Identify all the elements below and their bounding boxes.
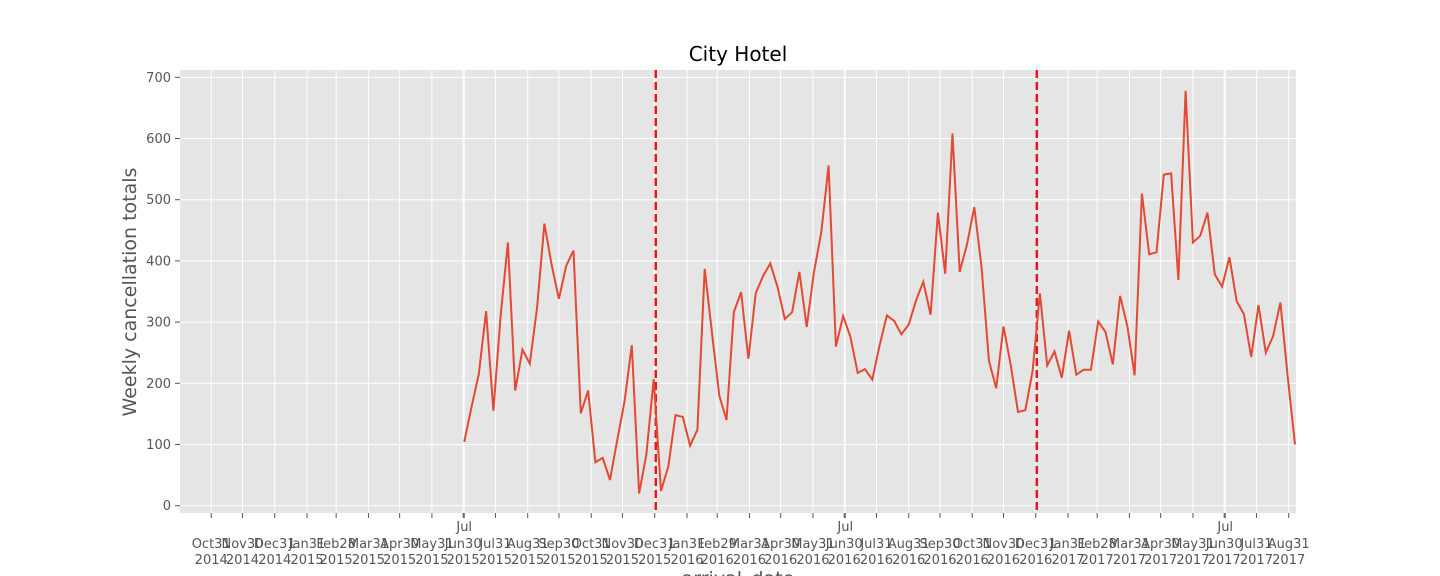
x-tick-label: Nov30 2015 (601, 537, 643, 568)
x-tick-label: May31 2016 (791, 537, 834, 568)
x-tick-label: Aug31 2017 (1268, 537, 1310, 568)
x-tick-label: Jun30 2016 (825, 537, 863, 568)
x-tick-label: Jul (836, 520, 853, 535)
x-tick-label: Feb28 2015 (316, 537, 356, 568)
x-axis-label: arrival_date (682, 568, 795, 576)
x-tick-label: Feb29 2016 (697, 537, 737, 568)
x-tick-label: Jul31 2017 (1239, 537, 1273, 568)
x-tick-label: Jul (455, 520, 472, 535)
x-tick-label: Jan31 2015 (288, 537, 326, 568)
x-tick-label: Oct31 2015 (572, 537, 611, 568)
x-tick-label: Nov30 2016 (983, 537, 1025, 568)
series-line (463, 90, 1296, 494)
y-axis: 0 100 200 300 400 500 600 700 (146, 71, 180, 514)
x-tick-label: Nov30 2014 (222, 537, 264, 568)
y-tick-label: 500 (146, 193, 171, 208)
x-tick-label: Sep30 2016 (919, 537, 960, 568)
x-tick-label: Oct31 2016 (953, 537, 992, 568)
y-tick-label: 0 (163, 499, 171, 514)
y-tick-label: 200 (146, 377, 171, 392)
x-tick-label: Jul31 2015 (478, 537, 512, 568)
x-tick-label: Jun30 2015 (444, 537, 482, 568)
x-tick-label: Jun30 2017 (1205, 537, 1243, 568)
x-tick-label: Mar31 2015 (348, 537, 389, 568)
vertical-markers (654, 70, 1039, 513)
x-tick-label: Mar31 2016 (729, 537, 770, 568)
x-tick-label: Apr30 2016 (761, 537, 800, 568)
x-tick-label: Aug31 2016 (888, 537, 930, 568)
x-tick-label: May31 2015 (410, 537, 453, 568)
x-tick-label: Dec31 2015 (634, 537, 676, 568)
chart-title: City Hotel (689, 42, 788, 66)
x-tick-label: Sep30 2015 (538, 537, 579, 568)
y-tick-label: 100 (146, 438, 171, 453)
y-tick-label: 400 (146, 254, 171, 269)
x-tick-label: Mar31 2017 (1109, 537, 1150, 568)
x-tick-label: May31 2017 (1171, 537, 1214, 568)
x-tick-label: Dec31 2014 (254, 537, 296, 568)
grid-lines (180, 70, 1296, 513)
x-tick-label: Jan31 2016 (668, 537, 706, 568)
x-tick-label: Apr30 2015 (380, 537, 419, 568)
x-tick-label: Feb28 2017 (1077, 537, 1117, 568)
x-tick-label: Jul31 2016 (859, 537, 893, 568)
x-tick-label: Apr30 2017 (1141, 537, 1180, 568)
x-tick-label: Jul (1216, 520, 1233, 535)
y-tick-label: 300 (146, 316, 171, 331)
plot-area (180, 70, 1296, 513)
x-tick-label: Aug31 2015 (507, 537, 549, 568)
y-tick-label: 700 (146, 71, 171, 86)
x-tick-label: Oct31 2014 (192, 537, 231, 568)
x-tick-label: Dec31 2016 (1015, 537, 1057, 568)
y-axis-label: Weekly cancellation totals (119, 168, 141, 417)
x-tick-label: Jan31 2017 (1049, 537, 1087, 568)
y-tick-label: 600 (146, 132, 171, 147)
